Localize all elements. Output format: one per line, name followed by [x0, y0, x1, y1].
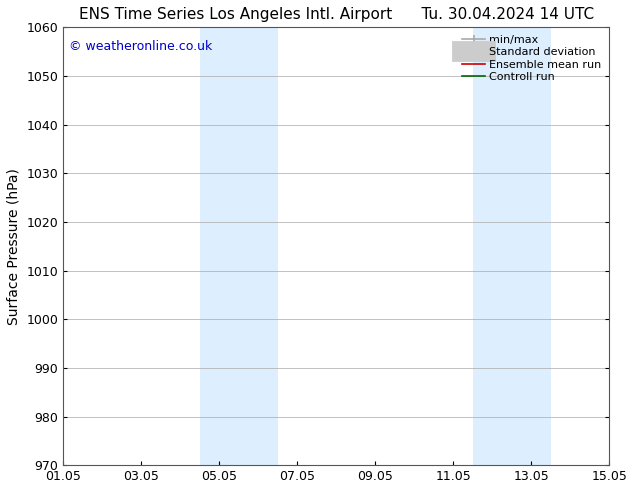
Text: © weatheronline.co.uk: © weatheronline.co.uk	[68, 40, 212, 53]
Bar	[238, 27, 278, 465]
Bar	[473, 27, 512, 465]
Bar	[512, 27, 551, 465]
Title: ENS Time Series Los Angeles Intl. Airport      Tu. 30.04.2024 14 UTC: ENS Time Series Los Angeles Intl. Airpor…	[79, 7, 593, 22]
Legend: min/max, Standard deviation, Ensemble mean run, Controll run: min/max, Standard deviation, Ensemble me…	[460, 33, 604, 84]
Y-axis label: Surface Pressure (hPa): Surface Pressure (hPa)	[7, 168, 21, 325]
Bar	[200, 27, 238, 465]
